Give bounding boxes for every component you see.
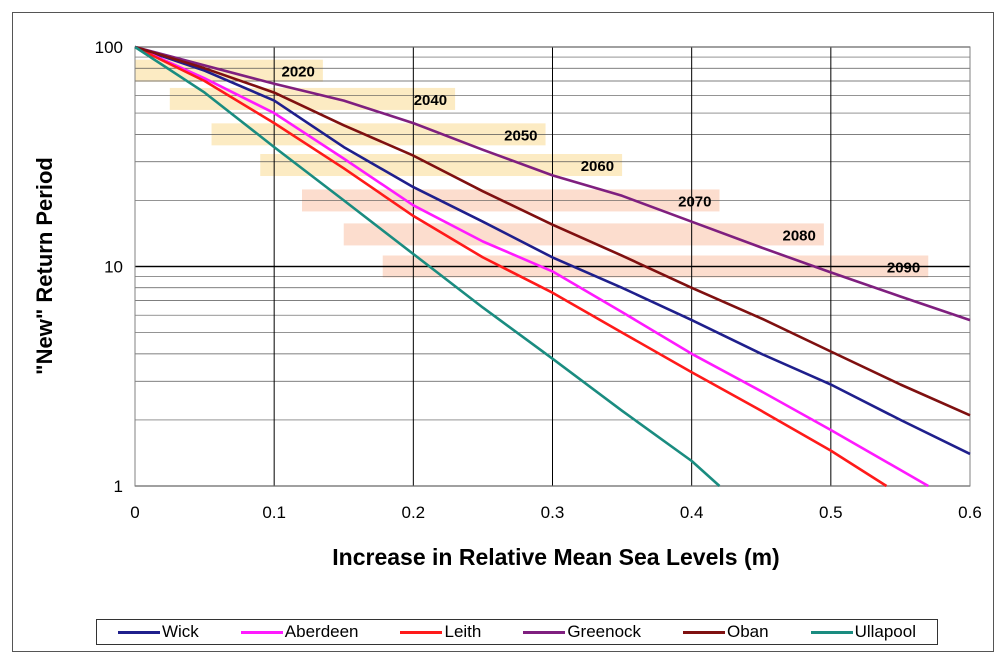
- year-labels: 2020 2040 2050 2060 2070 2080 2090: [282, 64, 921, 277]
- legend-swatch: [240, 630, 283, 634]
- legend-item-aberdeen: Aberdeen: [240, 622, 359, 642]
- legend-item-wick: Wick: [117, 622, 199, 642]
- plot-border: [134, 46, 971, 487]
- x-tick-label: 0.4: [680, 503, 704, 522]
- legend: Wick Aberdeen Leith Greenock Oban Ullapool: [96, 619, 938, 645]
- legend-item-oban: Oban: [683, 622, 769, 642]
- series-line-wick: [134, 45, 971, 456]
- legend-label: Ullapool: [854, 622, 916, 641]
- legend-item-greenock: Greenock: [523, 622, 641, 642]
- x-axis-label: Increase in Relative Mean Sea Levels (m): [332, 544, 779, 570]
- y-tick-label: 10: [104, 258, 123, 277]
- year-label: 2020: [282, 64, 315, 81]
- year-label: 2090: [887, 260, 920, 277]
- legend-item-leith: Leith: [400, 622, 481, 642]
- year-label: 2050: [504, 127, 537, 144]
- y-axis-label: "New" Return Period: [32, 157, 57, 375]
- series-line-leith: [134, 45, 888, 488]
- tick-labels: 0 0.1 0.2 0.3 0.4 0.5 0.6 1 10 100: [95, 38, 982, 522]
- x-tick-label: 0.1: [262, 503, 286, 522]
- legend-swatch: [400, 630, 443, 634]
- series-lines: [134, 45, 971, 488]
- x-tick-label: 0.3: [541, 503, 565, 522]
- x-tick-label: 0.2: [402, 503, 426, 522]
- series-line-ullapool: [134, 45, 721, 487]
- year-label: 2080: [783, 227, 816, 244]
- series-line-aberdeen: [134, 45, 929, 488]
- y-tick-label: 1: [114, 477, 123, 496]
- legend-label: Oban: [727, 622, 769, 641]
- legend-label: Leith: [444, 622, 482, 641]
- year-band: [260, 154, 623, 177]
- legend-swatch: [683, 630, 725, 634]
- year-label: 2040: [414, 92, 447, 109]
- year-label: 2060: [581, 158, 614, 175]
- series-line-oban: [134, 45, 971, 417]
- legend-label: Greenock: [567, 622, 642, 641]
- y-tick-label: 100: [95, 38, 123, 57]
- series-line-greenock: [134, 45, 971, 322]
- legend-swatch: [523, 630, 566, 634]
- x-tick-label: 0: [130, 503, 139, 522]
- year-label: 2070: [678, 193, 711, 210]
- legend-item-ullapool: Ullapool: [810, 622, 916, 642]
- grid-lines: [134, 46, 971, 487]
- legend-label: Wick: [161, 622, 199, 641]
- year-band: [343, 223, 824, 246]
- legend-swatch: [810, 630, 853, 634]
- x-tick-label: 0.5: [819, 503, 843, 522]
- x-tick-label: 0.6: [958, 503, 982, 522]
- legend-swatch: [117, 630, 160, 634]
- legend-label: Aberdeen: [284, 622, 359, 641]
